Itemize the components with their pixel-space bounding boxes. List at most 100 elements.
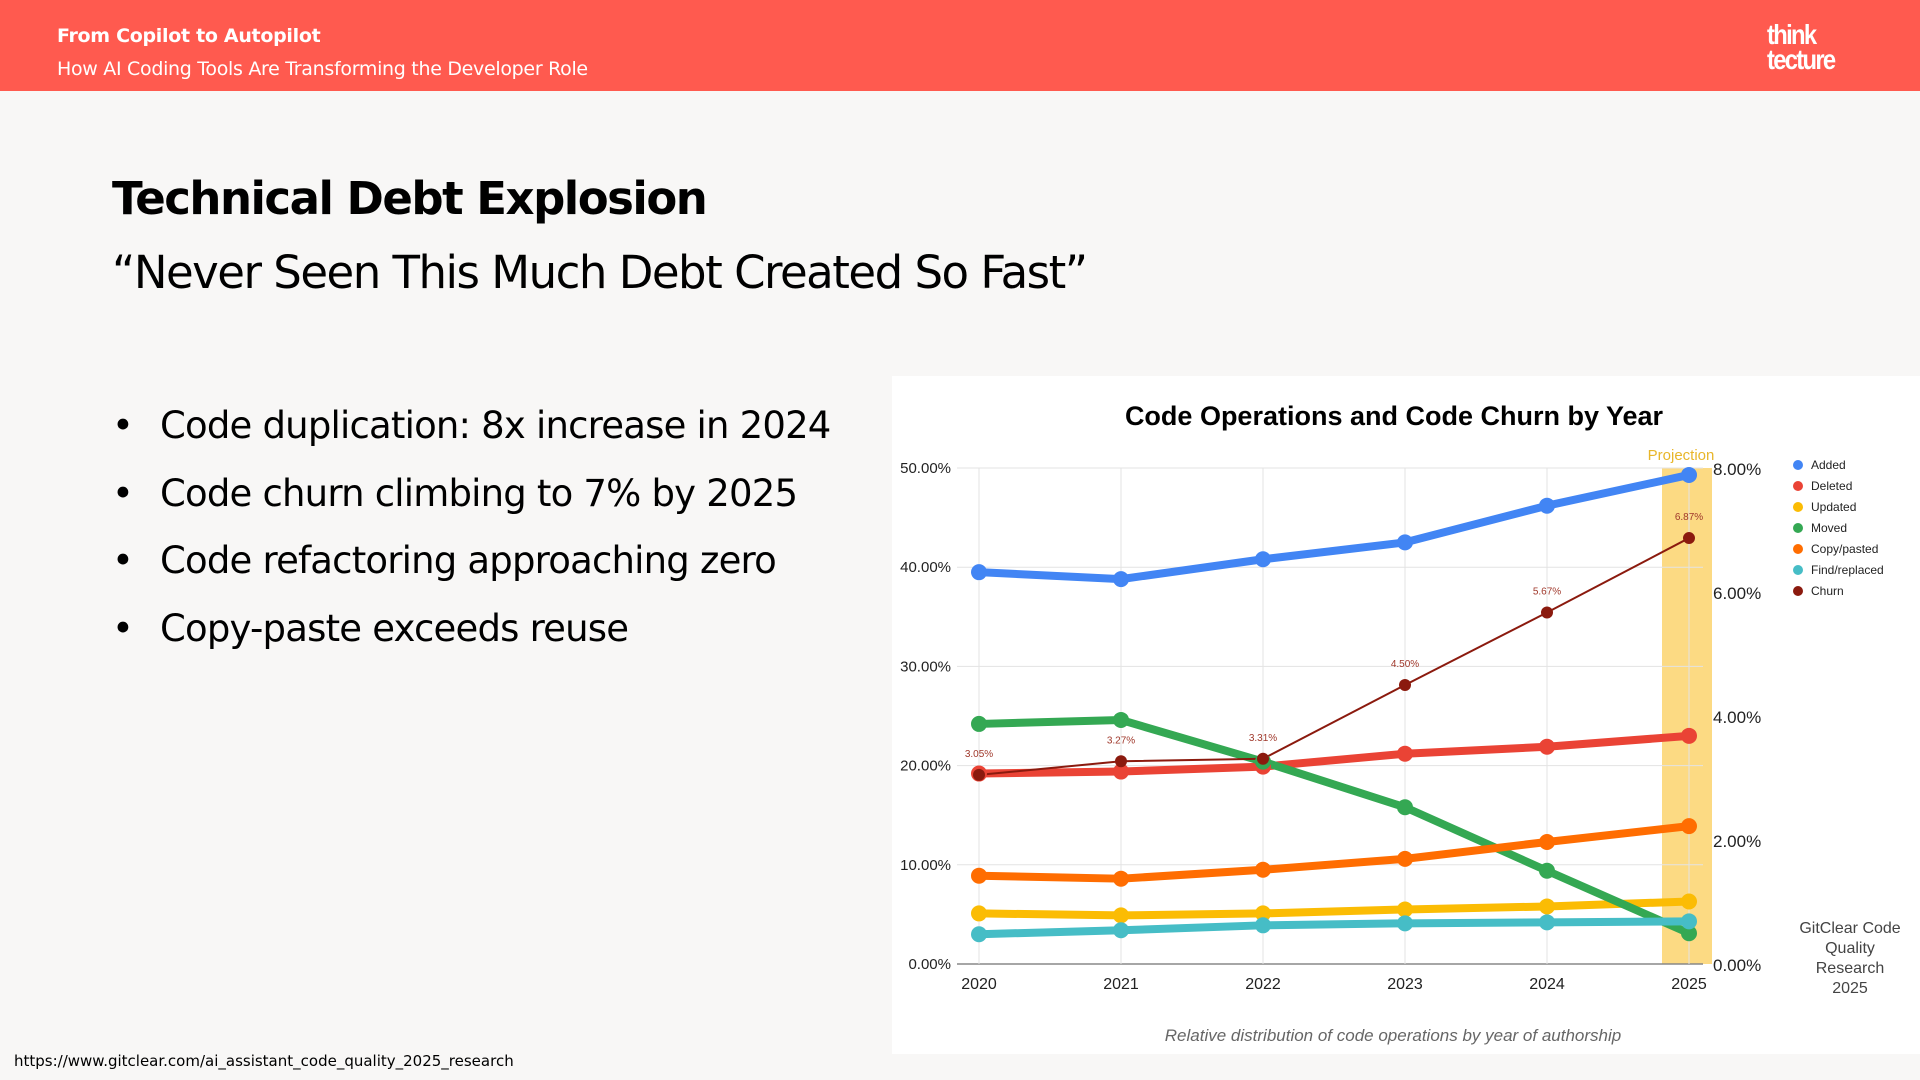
projection-band: [1662, 468, 1712, 964]
bullet-icon: •: [112, 539, 134, 582]
chart-attribution: GitClear Code Quality Research 2025: [1799, 920, 1900, 997]
axis-ticks: 0.00% 10.00% 20.00% 30.00% 40.00% 50.00% 0.00%…: [900, 460, 1761, 993]
y-tick-left: 20.00%: [900, 758, 951, 775]
deck-title: From Copilot to Autopilot: [57, 25, 321, 47]
data-point-copy-pasted: [1255, 861, 1271, 878]
data-point-copy-pasted: [1113, 870, 1129, 887]
series-lines: [975, 470, 1693, 939]
attribution-line: GitClear Code: [1799, 920, 1900, 937]
series-line-added: [975, 470, 1693, 584]
data-point-updated: [1681, 893, 1697, 910]
data-label-churn: 4.50%: [1391, 659, 1419, 670]
legend-label: Moved: [1811, 521, 1847, 535]
y-tick-left: 10.00%: [900, 857, 951, 874]
data-point-churn: [1257, 752, 1269, 765]
logo-line-2: tecture: [1767, 44, 1836, 75]
y-tick-right: 8.00%: [1713, 460, 1761, 479]
data-point-moved: [971, 715, 987, 732]
data-point-updated: [1255, 905, 1271, 922]
legend-label: Deleted: [1811, 479, 1852, 493]
series-line-copy-pasted: [975, 822, 1693, 883]
legend-label: Added: [1811, 458, 1846, 472]
line-chart: 0.00% 10.00% 20.00% 30.00% 40.00% 50.00% 0.00%…: [900, 401, 1901, 1045]
series-line-deleted: [975, 731, 1693, 778]
bullet-text: Code churn climbing to 7% by 2025: [160, 471, 798, 515]
data-point-moved: [1397, 799, 1413, 816]
data-point-added: [971, 564, 987, 581]
data-point-updated: [971, 905, 987, 922]
data-point-added: [1539, 497, 1555, 514]
legend-swatch: [1793, 544, 1803, 554]
header-bar: From Copilot to Autopilot How AI Coding …: [0, 0, 1920, 91]
x-tick: 2022: [1245, 976, 1281, 993]
data-point-copy-pasted: [1681, 818, 1697, 835]
data-point-added: [1681, 466, 1697, 483]
legend-swatch: [1793, 523, 1803, 533]
series-points: [971, 466, 1697, 943]
series-line-moved: [975, 715, 1693, 938]
data-point-find-replaced: [971, 926, 987, 943]
data-label-churn: 6.87%: [1675, 512, 1703, 523]
bullet-item: • Code churn climbing to 7% by 2025: [112, 468, 831, 536]
bullet-icon: •: [112, 404, 134, 447]
bullet-list: • Code duplication: 8x increase in 2024 •…: [112, 400, 831, 670]
data-point-updated: [1539, 898, 1555, 915]
data-label-churn: 3.31%: [1249, 733, 1277, 744]
data-point-deleted: [1539, 738, 1555, 755]
legend-swatch: [1793, 460, 1803, 470]
x-tick: 2023: [1387, 976, 1423, 993]
attribution-line: 2025: [1832, 980, 1868, 997]
data-point-find-replaced: [1539, 914, 1555, 931]
data-point-updated: [1113, 907, 1129, 924]
data-point-copy-pasted: [1397, 850, 1413, 867]
y-tick-left: 40.00%: [900, 559, 951, 576]
y-tick-right: 2.00%: [1713, 832, 1761, 851]
data-label-churn: 3.27%: [1107, 735, 1135, 746]
x-tick: 2021: [1103, 976, 1139, 993]
data-point-copy-pasted: [971, 867, 987, 884]
y-tick-right: 6.00%: [1713, 584, 1761, 603]
bullet-text: Copy-paste exceeds reuse: [160, 606, 629, 650]
y-tick-left: 0.00%: [908, 956, 951, 973]
data-point-find-replaced: [1255, 917, 1271, 934]
y-tick-left: 50.00%: [900, 460, 951, 477]
x-tick: 2025: [1671, 976, 1707, 993]
data-point-find-replaced: [1681, 913, 1697, 930]
data-point-moved: [1681, 925, 1697, 942]
bullet-icon: •: [112, 471, 134, 515]
x-tick: 2020: [961, 976, 997, 993]
data-point-moved: [1113, 711, 1129, 728]
legend-label: Find/replaced: [1811, 563, 1884, 577]
data-point-churn: [973, 768, 985, 781]
source-link[interactable]: https://www.gitclear.com/ai_assistant_co…: [14, 1052, 514, 1070]
data-point-updated: [1397, 901, 1413, 918]
data-label-churn: 3.05%: [965, 749, 993, 760]
legend-swatch: [1793, 502, 1803, 512]
y-tick-right: 0.00%: [1713, 956, 1761, 975]
chart-title: Code Operations and Code Churn by Year: [1125, 401, 1664, 431]
projection-label: Projection: [1648, 447, 1715, 464]
data-label-churn: 5.67%: [1533, 586, 1561, 597]
chart-panel: 0.00% 10.00% 20.00% 30.00% 40.00% 50.00% 0.00%…: [892, 376, 1920, 1054]
data-point-moved: [1539, 862, 1555, 879]
data-point-find-replaced: [1397, 915, 1413, 932]
chart-caption: Relative distribution of code operations…: [1165, 1026, 1621, 1045]
data-point-churn: [1541, 606, 1553, 619]
data-point-churn: [1399, 679, 1411, 691]
legend-label: Copy/pasted: [1811, 542, 1878, 556]
legend-label: Updated: [1811, 500, 1856, 514]
data-point-churn: [1115, 755, 1127, 768]
x-tick: 2024: [1529, 976, 1565, 993]
slide-title: Technical Debt Explosion: [112, 172, 708, 225]
bullet-text: Code refactoring approaching zero: [160, 539, 777, 582]
series-line-find-replaced: [975, 917, 1693, 939]
y-tick-right: 4.00%: [1713, 708, 1761, 727]
bullet-text: Code duplication: 8x increase in 2024: [160, 404, 831, 447]
legend-swatch: [1793, 586, 1803, 596]
data-point-added: [1255, 551, 1271, 568]
bullet-item: • Copy-paste exceeds reuse: [112, 603, 831, 671]
chart-legend: Added Deleted Updated Moved Copy/pasted Find/…: [1793, 458, 1884, 598]
data-point-find-replaced: [1113, 922, 1129, 939]
data-point-added: [1113, 571, 1129, 588]
deck-subtitle: How AI Coding Tools Are Transforming the…: [57, 58, 588, 80]
